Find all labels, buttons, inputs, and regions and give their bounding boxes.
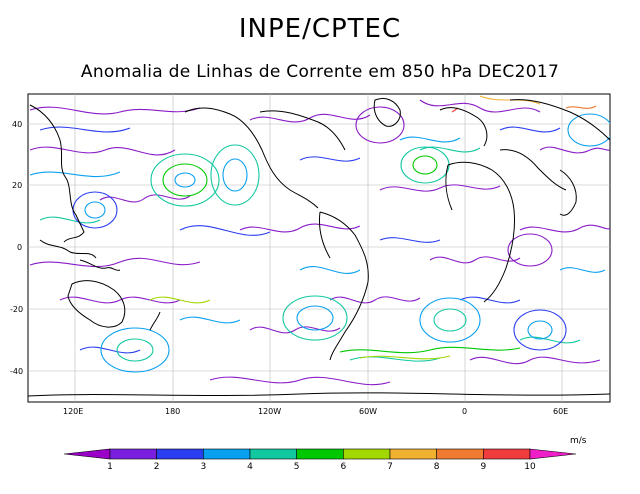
lon-label-120e: 120E	[63, 407, 83, 416]
colorbar-high-arrow	[529, 448, 577, 460]
colorbar-swatch	[483, 448, 531, 460]
lat-label-40: 40	[12, 120, 22, 129]
colorbar-tick-label: 3	[200, 462, 206, 472]
colorbar-tick-label: 10	[524, 462, 536, 472]
colorbar-low-arrow	[63, 448, 111, 460]
map-frame	[27, 93, 611, 403]
lon-axis-labels: 120E 180 120W 60W 0 60E	[63, 407, 568, 416]
colorbar-swatch	[156, 448, 204, 460]
colorbar-tick-label: 4	[247, 462, 253, 472]
lat-label-20: 20	[12, 181, 22, 190]
page-title: INPE/CPTEC	[238, 14, 402, 44]
colorbar-swatch	[436, 448, 484, 460]
map-subtitle: Anomalia de Linhas de Corrente em 850 hP…	[80, 62, 560, 82]
colorbar: 1 2 3 4 5 6 7 8 9 10	[63, 448, 577, 472]
lat-axis-labels: 40 20 0 -20 -40	[10, 120, 23, 376]
lat-label-0: 0	[17, 243, 22, 252]
coastlines	[28, 97, 610, 397]
colorbar-tick-label: 2	[154, 462, 160, 472]
colorbar-swatch	[249, 448, 297, 460]
lon-label-0: 0	[462, 407, 467, 416]
lat-label-minus40: -40	[10, 367, 23, 376]
lon-label-60w: 60W	[359, 407, 377, 416]
lon-label-60e: 60E	[553, 407, 568, 416]
map-gridlines	[28, 94, 610, 402]
colorbar-unit: m/s	[570, 436, 587, 446]
lon-label-120w: 120W	[258, 407, 281, 416]
colorbar-swatch	[296, 448, 344, 460]
colorbar-swatch	[109, 448, 157, 460]
colorbar-tick-label: 5	[294, 462, 300, 472]
colorbar-tick-label: 6	[340, 462, 346, 472]
colorbar-swatch	[343, 448, 391, 460]
lon-label-180: 180	[165, 407, 180, 416]
lat-label-minus20: -20	[10, 305, 23, 314]
colorbar-swatch	[389, 448, 437, 460]
colorbar-tick-label: 1	[107, 462, 113, 472]
streamlines	[29, 95, 610, 386]
colorbar-tick-label: 7	[387, 462, 393, 472]
colorbar-swatch	[203, 448, 251, 460]
colorbar-tick-label: 9	[480, 462, 486, 472]
colorbar-tick-label: 8	[434, 462, 440, 472]
